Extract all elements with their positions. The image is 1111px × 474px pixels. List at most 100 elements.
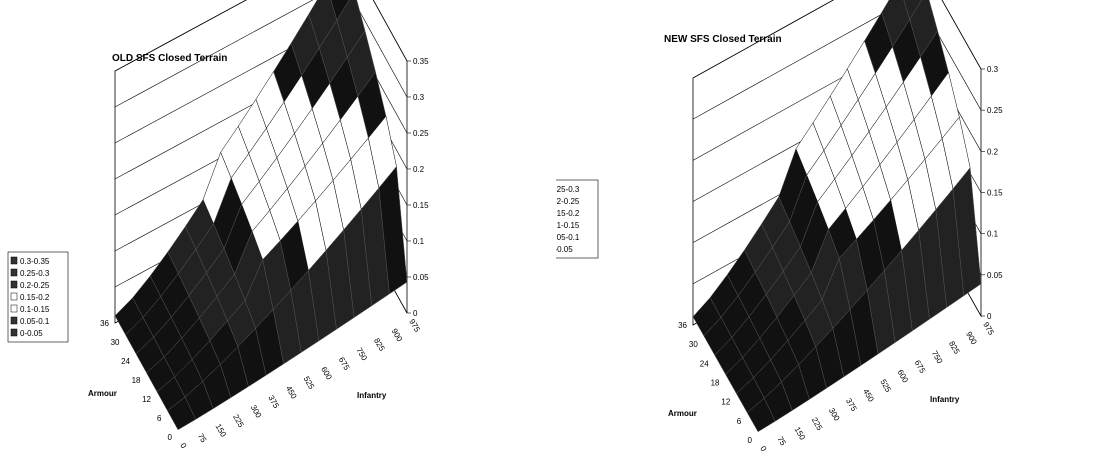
z-tick-label: 0.35 xyxy=(413,57,429,66)
legend-entry: 0.05-0.1 xyxy=(556,233,580,242)
z-tick-label: 0.1 xyxy=(413,237,425,246)
surface xyxy=(692,0,982,433)
armour-tick-label: 36 xyxy=(678,321,687,330)
infantry-tick-label: 525 xyxy=(878,378,893,395)
surface-cell xyxy=(952,167,982,297)
gridline xyxy=(114,0,408,108)
chart-title: NEW SFS Closed Terrain xyxy=(664,34,782,45)
armour-tick-label: 6 xyxy=(157,414,162,423)
armour-axis: 0 6 12 18 24 30 36 xyxy=(678,321,752,445)
z-tick-label: 0.15 xyxy=(413,201,429,210)
armour-tick-label: 12 xyxy=(142,395,151,404)
legend-entry: 0.1-0.15 xyxy=(20,305,50,314)
armour-tick-label: 0 xyxy=(168,433,173,442)
armour-tick-label: 24 xyxy=(700,359,709,368)
infantry-tick-label: 825 xyxy=(372,337,387,354)
legend-swatch xyxy=(10,292,18,301)
legend: 0.25-0.3 0.2-0.25 0.15-0.2 0.1-0.15 0.05-0.1… xyxy=(556,179,599,259)
infantry-tick-label: 450 xyxy=(284,384,299,401)
z-tick-label: 0.3 xyxy=(413,93,425,102)
legend-swatch xyxy=(10,280,18,289)
infantry-tick-label: 975 xyxy=(407,318,422,335)
armour-tick-label: 36 xyxy=(100,319,109,328)
legend-entry: 0.15-0.2 xyxy=(20,293,50,302)
infantry-tick-label: 975 xyxy=(981,321,996,338)
legend-swatch xyxy=(10,304,18,313)
z-tick-label: 0.25 xyxy=(987,106,1003,115)
infantry-tick-label: 225 xyxy=(810,416,825,433)
z-tick-label: 0.2 xyxy=(413,165,425,174)
armour-tick-label: 30 xyxy=(689,340,698,349)
infantry-tick-label: 300 xyxy=(249,403,264,420)
legend-box xyxy=(556,179,599,259)
surface xyxy=(114,0,408,431)
legend-entry: 0.25-0.3 xyxy=(20,269,50,278)
armour-axis-label: Armour xyxy=(668,409,697,418)
infantry-tick-label: 525 xyxy=(302,375,317,392)
gridline xyxy=(692,0,982,120)
infantry-tick-label: 0 xyxy=(178,442,188,451)
armour-tick-label: 24 xyxy=(121,357,130,366)
infantry-tick-label: 150 xyxy=(793,425,808,442)
legend-box xyxy=(7,251,69,343)
infantry-tick-label: 300 xyxy=(827,406,842,423)
armour-tick-label: 6 xyxy=(737,417,742,426)
infantry-tick-label: 75 xyxy=(775,435,788,448)
infantry-tick-label: 600 xyxy=(895,368,910,385)
z-tick-label: 0.1 xyxy=(987,230,999,239)
legend-entry: 0.3-0.35 xyxy=(20,257,50,266)
legend-swatch xyxy=(10,256,18,265)
armour-tick-label: 18 xyxy=(132,376,141,385)
legend-entry: 0.15-0.2 xyxy=(556,209,580,218)
infantry-tick-label: 750 xyxy=(354,346,369,363)
infantry-tick-label: 675 xyxy=(913,359,928,376)
armour-tick-label: 12 xyxy=(721,398,730,407)
legend-entry: 0.1-0.15 xyxy=(556,221,580,230)
z-tick-label: 0.05 xyxy=(413,273,429,282)
infantry-tick-label: 375 xyxy=(266,394,281,411)
armour-axis: 0 6 12 18 24 30 36 xyxy=(100,319,172,442)
chart-old-sfs: 0 0.05 0.1 0.15 0.2 0.25 0.3 0.35 0 75 150 225 300 37… xyxy=(0,0,555,474)
z-tick-label: 0.2 xyxy=(987,147,999,156)
gridline xyxy=(114,0,408,72)
chart-title: OLD SFS Closed Terrain xyxy=(112,53,227,64)
legend-swatch xyxy=(10,328,18,337)
z-axis: 0 0.05 0.1 0.15 0.2 0.25 0.3 xyxy=(981,65,1003,321)
gridline xyxy=(692,0,982,79)
legend-entry: 0.25-0.3 xyxy=(556,185,580,194)
infantry-tick-label: 600 xyxy=(319,365,334,382)
infantry-tick-label: 375 xyxy=(844,397,859,414)
legend-swatch xyxy=(10,316,18,325)
infantry-tick-label: 825 xyxy=(947,340,962,357)
infantry-axis-label: Infantry xyxy=(357,391,387,400)
armour-tick-label: 0 xyxy=(748,436,753,445)
chart-new-sfs: 0 0.05 0.1 0.15 0.2 0.25 0.3 0 75 150 225 300 375 450… xyxy=(556,0,1111,474)
armour-axis-label: Armour xyxy=(88,389,117,398)
infantry-tick-label: 750 xyxy=(930,349,945,366)
z-tick-label: 0.05 xyxy=(987,271,1003,280)
z-tick-label: 0 xyxy=(987,312,992,321)
legend-entry: 0-0.05 xyxy=(20,329,43,338)
z-axis: 0 0.05 0.1 0.15 0.2 0.25 0.3 0.35 xyxy=(407,57,429,318)
legend: 0.3-0.35 0.25-0.3 0.2-0.25 0.15-0.2 0.1-0.15… xyxy=(7,251,69,343)
legend-swatch xyxy=(10,268,18,277)
infantry-tick-label: 225 xyxy=(231,413,246,430)
infantry-tick-label: 900 xyxy=(964,330,979,347)
infantry-tick-label: 0 xyxy=(758,445,768,454)
infantry-tick-label: 150 xyxy=(213,422,228,439)
infantry-tick-label: 675 xyxy=(337,356,352,373)
armour-tick-label: 18 xyxy=(711,379,720,388)
surface-cell xyxy=(378,165,408,295)
z-tick-label: 0 xyxy=(413,309,418,318)
infantry-tick-label: 75 xyxy=(196,432,209,445)
legend-entry: 0.2-0.25 xyxy=(20,281,50,290)
armour-tick-label: 30 xyxy=(111,338,120,347)
z-tick-label: 0.15 xyxy=(987,189,1003,198)
infantry-tick-label: 450 xyxy=(861,387,876,404)
infantry-axis-label: Infantry xyxy=(930,395,960,404)
infantry-tick-label: 900 xyxy=(390,327,405,344)
legend-entry: 0.2-0.25 xyxy=(556,197,580,206)
legend-entry: 0.05-0.1 xyxy=(20,317,50,326)
